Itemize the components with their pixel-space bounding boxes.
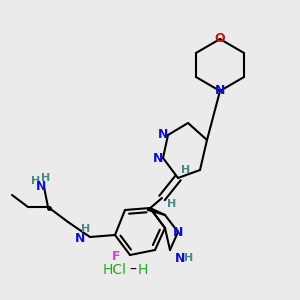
Text: HCl: HCl [103,263,127,277]
Text: –: – [130,263,136,277]
Text: H: H [41,173,51,183]
Text: N: N [75,232,85,245]
Text: H: H [81,224,91,234]
Text: N: N [215,85,225,98]
Text: H: H [184,253,193,263]
Text: N: N [173,226,183,238]
Text: H: H [138,263,148,277]
Text: F: F [112,250,120,263]
Text: N: N [175,251,185,265]
Text: H: H [32,176,40,186]
Text: N: N [158,128,168,142]
Text: N: N [153,152,163,164]
Text: N: N [36,179,46,193]
Text: H: H [167,199,177,209]
Text: H: H [182,165,190,175]
Text: O: O [215,32,225,46]
